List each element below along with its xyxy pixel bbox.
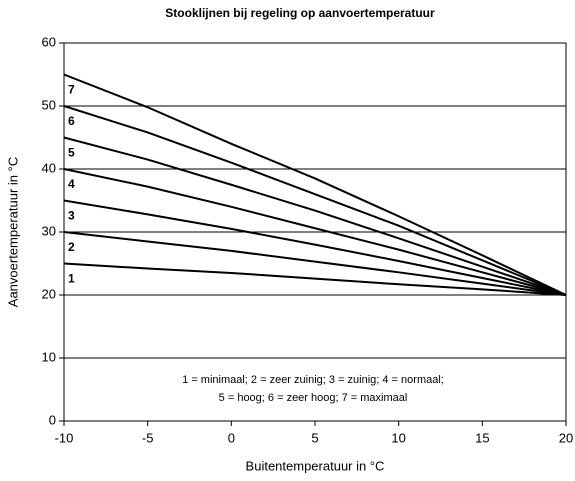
series-line	[63, 231, 567, 296]
x-tick-label: 10	[391, 430, 405, 445]
series-label: 7	[68, 83, 75, 97]
chart-title: Stooklijnen bij regeling op aanvoertempe…	[165, 6, 435, 20]
series-line	[63, 136, 567, 296]
series-label: 3	[68, 209, 75, 223]
y-tick-label: 0	[49, 412, 56, 427]
x-tick-label: -5	[142, 430, 154, 445]
series-line	[63, 168, 567, 296]
series-line	[63, 199, 567, 296]
x-tick-label: 5	[311, 430, 318, 445]
annotation: 5 = hoog; 6 = zeer hoog; 7 = maximaal	[219, 392, 408, 404]
series-line	[63, 73, 567, 296]
series-label: 2	[68, 240, 75, 254]
y-tick-label: 60	[42, 34, 56, 49]
y-tick-label: 50	[42, 97, 56, 112]
x-tick-label: 15	[475, 430, 489, 445]
series-label: 6	[68, 114, 75, 128]
y-tick-label: 30	[42, 223, 56, 238]
x-tick-label: 0	[228, 430, 235, 445]
series-label: 4	[68, 177, 75, 191]
x-tick-label: -10	[55, 430, 74, 445]
y-tick-label: 40	[42, 160, 56, 175]
y-tick-label: 20	[42, 286, 56, 301]
series-line	[63, 105, 567, 296]
series-label: 1	[68, 272, 75, 286]
x-tick-label: 20	[559, 430, 573, 445]
y-axis-label: Aanvoertemperatuur in °C	[5, 157, 20, 307]
series-line	[63, 262, 567, 296]
x-axis-label: Buitentemperatuur in °C	[246, 458, 385, 473]
series-label: 5	[68, 146, 75, 160]
y-tick-label: 10	[42, 349, 56, 364]
annotation: 1 = minimaal; 2 = zeer zuinig; 3 = zuini…	[182, 374, 444, 386]
